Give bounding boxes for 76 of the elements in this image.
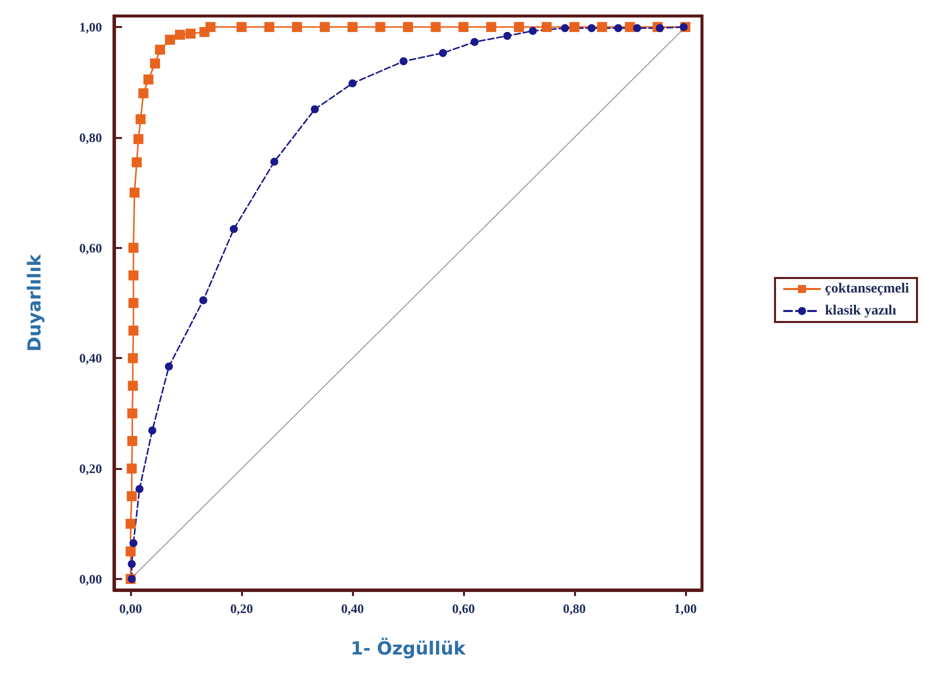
point: [633, 24, 642, 32]
point: [150, 58, 160, 68]
point: [130, 188, 140, 198]
point: [138, 88, 148, 98]
y-tick-label: 0,80: [79, 130, 102, 145]
point: [128, 560, 136, 568]
point: [165, 34, 176, 45]
point: [126, 464, 137, 474]
point: [143, 74, 154, 84]
point: [127, 436, 138, 446]
point: [128, 326, 138, 336]
point: [155, 44, 166, 55]
point: [400, 57, 408, 66]
point: [133, 134, 144, 144]
x-tick-label: 0,20: [230, 601, 253, 616]
point: [129, 539, 138, 548]
point: [128, 353, 138, 364]
x-axis-title: 1- Özgüllük: [350, 638, 466, 660]
point: [430, 22, 441, 32]
point: [128, 242, 138, 253]
y-tick-label: 0,00: [79, 571, 102, 586]
point: [270, 158, 278, 166]
point: [264, 22, 274, 32]
x-tick-label: 1,00: [674, 601, 697, 616]
point: [230, 225, 238, 234]
point: [624, 22, 635, 32]
point: [680, 23, 688, 32]
point: [126, 546, 136, 556]
point: [128, 380, 138, 391]
point: [438, 48, 447, 57]
point: [199, 296, 208, 304]
point: [458, 22, 468, 32]
point: [186, 28, 196, 39]
x-tick-label: 0,40: [341, 601, 364, 616]
point: [148, 426, 156, 434]
point: [656, 24, 664, 32]
point: [614, 24, 622, 32]
y-tick-label: 0,40: [79, 350, 102, 366]
point: [470, 38, 479, 46]
point: [560, 24, 569, 32]
point: [569, 22, 580, 32]
point: [597, 22, 608, 32]
y-tick-label: 1,00: [79, 20, 102, 35]
x-tick-label: 0,60: [452, 601, 475, 616]
x-tick-label: 0,80: [563, 601, 586, 616]
point: [164, 362, 173, 370]
point: [403, 22, 413, 32]
point: [128, 270, 138, 280]
point: [292, 22, 302, 32]
point: [514, 22, 524, 32]
point: [528, 26, 537, 35]
x-tick-label: 0,00: [119, 601, 142, 616]
point: [348, 22, 358, 32]
point: [320, 22, 330, 32]
point: [503, 32, 512, 40]
point: [236, 22, 247, 32]
point: [486, 22, 496, 32]
point: [132, 157, 142, 168]
point: [348, 79, 357, 88]
point: [136, 485, 144, 493]
point: [542, 22, 552, 32]
point: [310, 105, 319, 114]
point: [206, 22, 216, 32]
point: [127, 408, 138, 418]
legend-label: klasik yazılı: [825, 304, 896, 318]
y-tick-label: 0,60: [79, 240, 102, 256]
point: [126, 491, 137, 502]
y-tick-label: 0,20: [79, 461, 102, 476]
y-axis-title: Duyarlılık: [24, 253, 46, 352]
point: [136, 114, 146, 124]
point: [588, 24, 596, 32]
legend-label: çoktanseçmeli: [825, 282, 910, 296]
point: [126, 518, 136, 529]
point: [375, 22, 386, 32]
point: [175, 30, 186, 40]
point: [128, 298, 138, 308]
